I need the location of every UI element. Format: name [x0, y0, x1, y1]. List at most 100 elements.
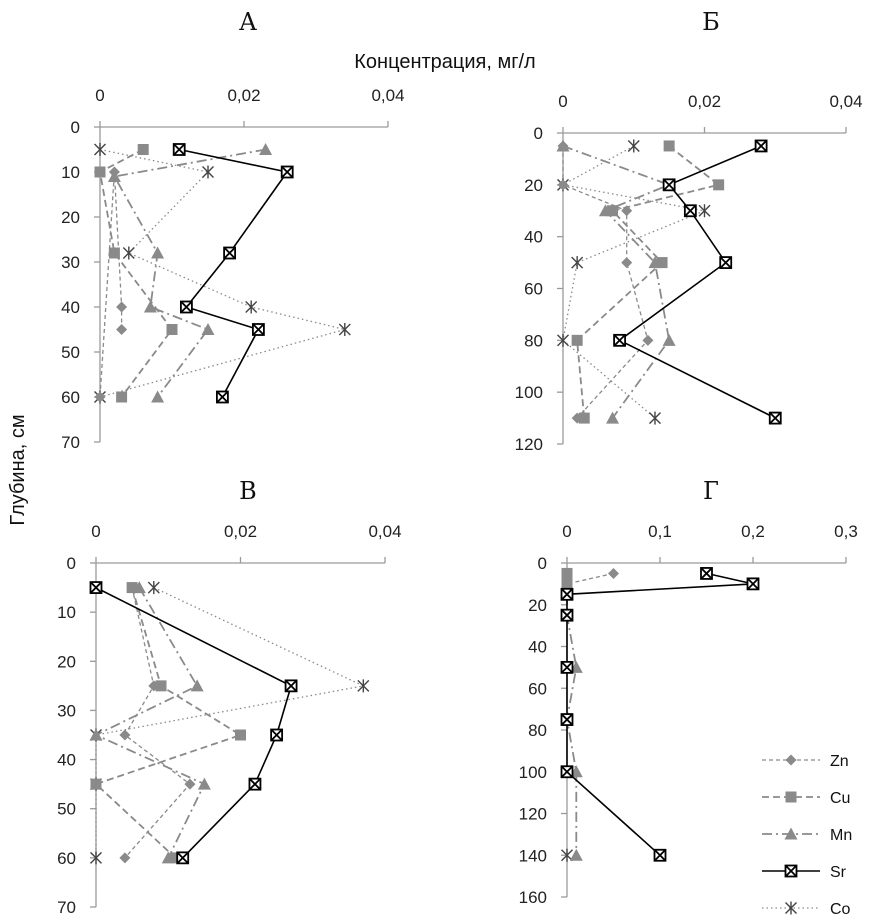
- series-mn: [107, 143, 273, 403]
- data-point-mn: [259, 143, 273, 155]
- panel-title: Б: [702, 8, 720, 36]
- legend-item-mn: Mn: [762, 827, 852, 844]
- data-point-co: [202, 165, 214, 179]
- data-point-sr: [172, 143, 186, 156]
- series-line-mn: [112, 148, 266, 398]
- data-point-mn: [132, 581, 146, 594]
- series-co: [94, 143, 351, 404]
- data-point-co: [627, 139, 640, 153]
- series-line-zn: [562, 146, 649, 419]
- data-point-sr: [560, 660, 574, 674]
- legend-marker-co: [785, 901, 797, 915]
- data-point-co: [338, 323, 351, 336]
- data-point-mn: [648, 256, 662, 269]
- y-tick-label: 20: [57, 652, 76, 671]
- x-tick-label: 0: [562, 522, 571, 541]
- data-point-cu: [116, 391, 128, 403]
- x-tick-label: 0,02: [224, 522, 257, 541]
- data-point-zn: [608, 567, 619, 579]
- data-point-zn: [94, 391, 106, 403]
- data-point-mn: [606, 411, 620, 424]
- data-point-sr: [560, 608, 574, 622]
- y-tick-label: 80: [524, 331, 543, 350]
- data-point-co: [557, 333, 569, 347]
- legend: Zn Cu Mn Sr Co: [762, 753, 852, 917]
- data-point-zn: [642, 334, 654, 346]
- y-tick-label: 120: [519, 805, 547, 824]
- y-tick-label: 30: [61, 253, 80, 272]
- series-sr: [89, 581, 298, 865]
- data-point-co: [571, 256, 584, 270]
- y-tick-label: 0: [538, 554, 547, 573]
- data-point-cu: [561, 578, 573, 590]
- series-line-cu: [98, 148, 174, 398]
- series-sr: [172, 143, 294, 404]
- data-point-zn: [116, 324, 128, 335]
- legend-item-cu: Cu: [762, 790, 850, 807]
- x-tick-label: 0,04: [371, 86, 404, 105]
- panel-3: В 0 0,02 0,04 0 10 20 30 40 50 60 70: [57, 477, 401, 917]
- series-cu: [561, 567, 573, 590]
- x-tick-label: 0,1: [648, 522, 672, 541]
- data-point-sr: [251, 323, 265, 336]
- series-line-co: [95, 587, 366, 858]
- panel-2: Б 0 0,02 0,04 0 20 40 60 80 100 120: [515, 8, 863, 454]
- y-tick-label: 20: [528, 596, 547, 615]
- data-point-co: [245, 300, 258, 314]
- series-sr: [560, 567, 760, 862]
- panels-group: А 0 0,02 0,04 0 10 20 30 40 50 60 70 Б 0 0,02 0,04 0 20 40…: [57, 8, 862, 917]
- y-tick-label: 60: [528, 679, 547, 698]
- data-point-sr: [700, 567, 713, 580]
- legend-item-sr: Sr: [762, 864, 847, 881]
- legend-marker-sr: [784, 864, 798, 878]
- series-line-mn: [566, 594, 578, 856]
- series-line-mn: [93, 587, 206, 859]
- series-zn: [119, 582, 196, 864]
- data-point-co: [122, 246, 135, 260]
- y-tick-label: 160: [519, 888, 547, 907]
- x-tick-label: 0,3: [834, 522, 858, 541]
- y-tick-label: 40: [524, 228, 543, 247]
- data-point-zn: [119, 852, 131, 864]
- data-point-mn: [190, 679, 204, 692]
- y-tick-label: 0: [534, 124, 543, 143]
- series-line-mn: [562, 145, 672, 419]
- data-point-co: [147, 581, 160, 595]
- series-line-co: [99, 148, 345, 398]
- data-point-mn: [89, 728, 103, 741]
- legend-marker-cu: [785, 791, 797, 803]
- legend-label: Mn: [830, 827, 852, 844]
- data-point-sr: [270, 728, 284, 742]
- data-point-cu: [169, 852, 181, 864]
- data-point-cu: [166, 324, 178, 335]
- series-mn: [556, 139, 676, 424]
- series-line-sr: [566, 572, 754, 856]
- data-point-cu: [108, 247, 120, 259]
- series-line-sr: [179, 148, 289, 398]
- x-tick-label: 0,04: [829, 92, 862, 111]
- series-mn: [89, 581, 211, 864]
- y-tick-label: 70: [61, 433, 80, 452]
- data-point-cu: [235, 729, 246, 741]
- data-point-zn: [119, 729, 131, 741]
- y-tick-label: 0: [71, 118, 80, 137]
- data-point-cu: [607, 205, 619, 217]
- data-point-cu: [713, 179, 725, 191]
- panel-title: Г: [703, 477, 719, 505]
- data-point-cu: [656, 257, 668, 269]
- data-point-sr: [284, 679, 298, 693]
- y-tick-label: 50: [61, 343, 80, 362]
- legend-label: Zn: [830, 753, 849, 770]
- data-point-sr: [662, 178, 676, 192]
- y-tick-label: 80: [528, 721, 547, 740]
- legend-label: Sr: [830, 864, 847, 881]
- y-tick-label: 0: [67, 554, 76, 573]
- series-line-zn: [124, 587, 191, 859]
- data-point-mn: [197, 777, 211, 790]
- y-axis-title: Глубина, см: [7, 414, 29, 525]
- data-point-sr: [768, 411, 782, 425]
- legend-label: Co: [830, 901, 851, 917]
- x-tick-label: 0,04: [368, 522, 401, 541]
- panel-4: Г 0 0,1 0,2 0,3 0 20 40 60 80 100 120 140 160: [519, 477, 858, 907]
- y-tick-label: 60: [57, 849, 76, 868]
